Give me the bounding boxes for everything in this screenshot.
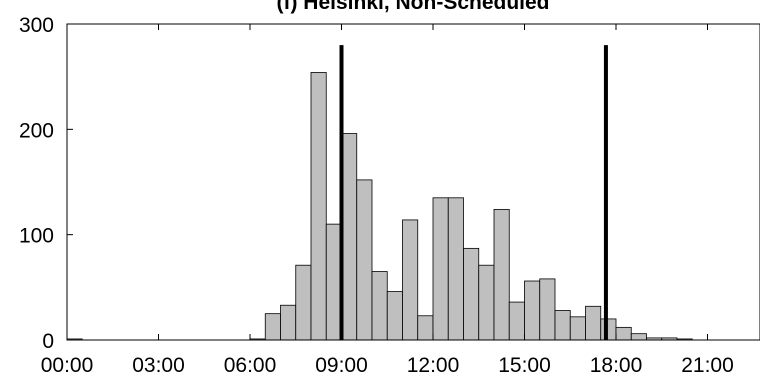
histogram-bar [402,219,419,341]
y-tick-label: 300 [19,14,54,37]
histogram-bar [310,72,327,341]
histogram-bar [264,313,281,341]
chart-title: (f) Helsinki, Non-Scheduled [276,0,549,14]
histogram-bar [508,301,525,341]
x-tick-label: 15:00 [498,354,551,377]
histogram-bar [630,333,647,341]
histogram-bar [417,315,434,341]
bars-group [66,72,693,341]
x-tick-label: 00:00 [41,354,94,377]
histogram-bar [341,133,358,341]
x-tick-label: 18:00 [590,354,643,377]
histogram-bar [386,291,403,341]
x-tick-label: 06:00 [224,354,277,377]
histogram-bar [356,179,373,341]
histogram-bar [447,197,464,341]
plot-area-frame [66,23,760,341]
histogram-bar [615,326,632,341]
histogram-bar [463,247,480,341]
y-axis: 0 100 200 300 [19,14,73,353]
histogram-bar [325,223,342,341]
x-tick-label: 12:00 [407,354,460,377]
histogram-bar [539,278,556,341]
histogram-bar [432,197,449,341]
reference-lines-group [339,45,608,340]
x-tick-label: 03:00 [132,354,185,377]
x-axis: 00:00 03:00 06:00 09:00 12:00 15:00 18:00 21:00… [41,24,734,377]
histogram-bar [554,310,571,341]
y-tick-label: 0 [42,330,54,353]
y-tick-label: 200 [19,119,54,142]
histogram-bar [600,318,617,341]
histogram-bar [478,264,495,341]
histogram-bar [585,305,602,341]
x-tick-label: 09:00 [315,354,368,377]
histogram-bar [295,264,312,341]
histogram-bar [524,280,541,341]
y-tick-label: 100 [19,225,54,248]
histogram-bar [371,271,388,341]
histogram-bar [280,304,297,341]
x-tick-label: 21:00 [681,354,734,377]
histogram-bar [569,316,586,341]
histogram-bar [493,208,510,341]
